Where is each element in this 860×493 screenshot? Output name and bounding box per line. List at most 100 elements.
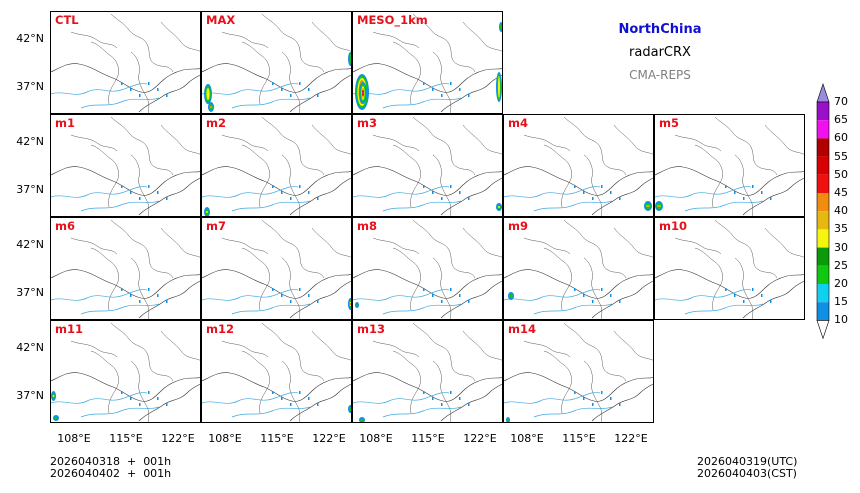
panel-label: m14 [508, 322, 536, 336]
colorbar-label: 60 [834, 131, 848, 145]
colorbar-label: 40 [834, 204, 848, 218]
panel-label: m9 [508, 219, 528, 233]
map-canvas [202, 116, 351, 216]
region-title: NorthChina [618, 22, 702, 37]
longitude-tick: 122°E [463, 432, 497, 445]
colorbar-label: 20 [834, 277, 848, 290]
colorbar-box [817, 174, 829, 193]
colorbar-box [817, 193, 829, 212]
colorbar-box [817, 138, 829, 157]
colorbar-box [817, 247, 829, 266]
map-panel-m4: m4 [503, 114, 654, 217]
panel-label: m6 [55, 219, 75, 233]
panel-label: CTL [55, 13, 79, 27]
latitude-tick: 42°N [16, 238, 44, 251]
map-canvas [655, 219, 804, 319]
valid-time-utc: 2026040319(UTC) [697, 455, 798, 468]
source-title: CMA-REPS [629, 68, 691, 82]
map-panel-m10: m10 [654, 217, 805, 320]
colorbar-box [817, 120, 829, 139]
latitude-tick: 42°N [16, 135, 44, 148]
panel-label: MAX [206, 13, 236, 27]
map-panel-m5: m5 [654, 114, 805, 217]
panel-label: m12 [206, 322, 234, 336]
map-panel-m1: m1 [50, 114, 201, 217]
latitude-tick: 37°N [16, 80, 44, 93]
colorbar-label: 15 [834, 295, 848, 309]
map-canvas [655, 116, 804, 216]
map-canvas [504, 322, 653, 422]
longitude-tick: 122°E [161, 432, 195, 445]
colorbar-box [817, 211, 829, 230]
panel-label: m8 [357, 219, 377, 233]
map-panel-m3: m3 [352, 114, 503, 217]
colorbar-box [817, 102, 829, 121]
panel-label: m3 [357, 116, 377, 130]
map-canvas [353, 13, 502, 113]
longitude-tick: 115°E [562, 432, 596, 445]
map-panel-m12: m12 [201, 320, 352, 423]
panel-label: m7 [206, 219, 226, 233]
latitude-tick: 42°N [16, 32, 44, 45]
longitude-tick: 122°E [614, 432, 648, 445]
colorbar-extend-max [816, 83, 830, 103]
map-panel-m7: m7 [201, 217, 352, 320]
colorbar-label: 35 [834, 222, 848, 236]
longitude-tick: 115°E [109, 432, 143, 445]
map-canvas [353, 116, 502, 216]
map-canvas [202, 322, 351, 422]
panel-label: m13 [357, 322, 385, 336]
colorbar-label: 45 [834, 186, 848, 199]
panel-label: m10 [659, 219, 687, 233]
map-panel-max: MAX [201, 11, 352, 114]
panel-label: m5 [659, 116, 679, 130]
valid-time-cst: 2026040403(CST) [697, 467, 797, 480]
map-panel-m2: m2 [201, 114, 352, 217]
longitude-tick: 108°E [359, 432, 393, 445]
colorbar-label: 55 [834, 149, 848, 163]
colorbar-box [817, 265, 829, 284]
panel-label: m2 [206, 116, 226, 130]
map-panel-meso_1km: MESO_1km [352, 11, 503, 114]
latitude-tick: 37°N [16, 286, 44, 299]
longitude-tick: 108°E [510, 432, 544, 445]
map-panel-m6: m6 [50, 217, 201, 320]
map-canvas [504, 116, 653, 216]
map-canvas [51, 13, 200, 113]
colorbar-box [817, 302, 829, 321]
variable-title: radarCRX [629, 45, 691, 60]
longitude-tick: 108°E [57, 432, 91, 445]
latitude-tick: 37°N [16, 389, 44, 402]
init-time-utc: 2026040318 + 001h [50, 455, 172, 468]
colorbar-label: 25 [834, 258, 848, 272]
colorbar-label: 30 [834, 240, 848, 254]
colorbar-extend-min [816, 320, 830, 340]
colorbar-label: 65 [834, 113, 848, 127]
map-canvas [51, 322, 200, 422]
latitude-tick: 37°N [16, 183, 44, 196]
latitude-tick: 42°N [16, 341, 44, 354]
panel-label: m11 [55, 322, 83, 336]
map-panel-m9: m9 [503, 217, 654, 320]
colorbar-label: 10 [834, 313, 848, 327]
init-time-cst: 2026040402 + 001h [50, 467, 172, 480]
colorbar-box [817, 156, 829, 175]
map-canvas [353, 219, 502, 319]
colorbar-label: 50 [834, 167, 848, 181]
longitude-tick: 122°E [312, 432, 346, 445]
map-canvas [202, 13, 351, 113]
map-canvas [51, 116, 200, 216]
panel-label: m4 [508, 116, 528, 130]
panel-label: m1 [55, 116, 75, 130]
colorbar-box [817, 284, 829, 303]
colorbar [816, 83, 830, 340]
colorbar-box [817, 229, 829, 248]
longitude-tick: 115°E [260, 432, 294, 445]
map-canvas [353, 322, 502, 422]
longitude-tick: 108°E [208, 432, 242, 445]
map-panel-m11: m11 [50, 320, 201, 423]
map-canvas [504, 219, 653, 319]
colorbar-label: 70 [834, 95, 848, 108]
map-panel-ctl: CTL [50, 11, 201, 114]
init-time-block: 2026040318 + 001h 2026040402 + 001h [50, 456, 171, 480]
